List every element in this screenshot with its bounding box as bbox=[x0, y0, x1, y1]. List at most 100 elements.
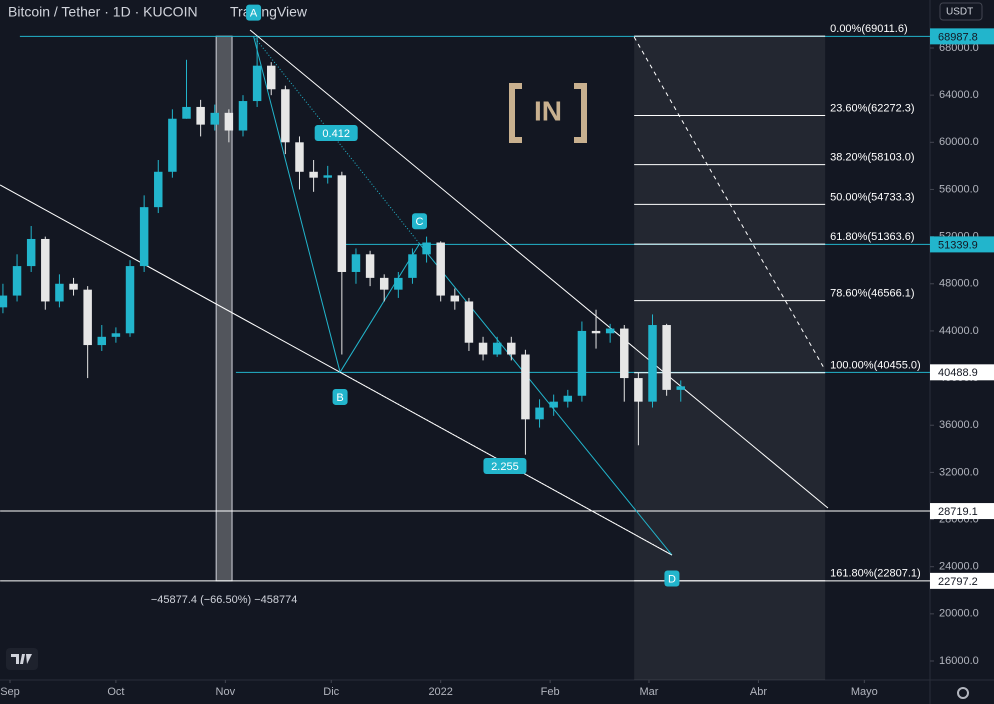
y-tick-label: 36000.0 bbox=[939, 419, 979, 431]
pattern-badge bbox=[483, 458, 527, 475]
x-tick-label: Sep bbox=[0, 686, 20, 698]
candle bbox=[337, 171, 347, 355]
candle bbox=[365, 250, 375, 287]
candle bbox=[139, 195, 149, 272]
price-badge-label: 22797.2 bbox=[938, 576, 978, 588]
candle-body bbox=[379, 277, 389, 290]
candle-body bbox=[26, 238, 36, 267]
logo-watermark: IN bbox=[509, 83, 587, 143]
candle bbox=[238, 95, 248, 137]
candle bbox=[605, 323, 615, 343]
candle bbox=[196, 99, 205, 137]
candle-body bbox=[323, 175, 332, 178]
price-badge bbox=[930, 364, 994, 381]
candle-body bbox=[535, 407, 544, 420]
candle bbox=[620, 325, 629, 402]
candle bbox=[535, 399, 544, 428]
currency-button[interactable]: USDT bbox=[939, 2, 983, 21]
settings-icon[interactable] bbox=[957, 687, 969, 699]
candle-body bbox=[309, 171, 318, 178]
fib-label: 38.20%(58103.0) bbox=[830, 152, 914, 164]
candle bbox=[634, 372, 643, 446]
candle-body bbox=[139, 207, 149, 267]
price-badge-label: 40488.9 bbox=[938, 367, 978, 379]
candle-body bbox=[408, 254, 417, 278]
candle-body bbox=[238, 101, 248, 131]
pattern-badge bbox=[314, 124, 358, 141]
candle-body bbox=[521, 354, 530, 420]
candle-body bbox=[97, 336, 107, 346]
price-badge bbox=[930, 572, 994, 589]
candle bbox=[648, 314, 657, 408]
pattern-badge bbox=[664, 570, 680, 587]
measure-label: −45877.4 (−66.50%) −458774 bbox=[151, 594, 298, 606]
candle bbox=[309, 159, 318, 192]
candle-body bbox=[252, 65, 262, 102]
candle bbox=[563, 389, 573, 408]
candle-body bbox=[168, 118, 177, 172]
y-tick-label: 44000.0 bbox=[939, 325, 979, 337]
candle-body bbox=[605, 328, 615, 334]
brand: TradingView bbox=[230, 4, 308, 20]
candle bbox=[41, 236, 50, 310]
candle bbox=[182, 59, 191, 119]
candle bbox=[379, 274, 389, 302]
price-badge bbox=[930, 503, 994, 520]
price-badge bbox=[930, 28, 994, 45]
candle bbox=[394, 271, 403, 298]
tv-logo[interactable] bbox=[6, 648, 38, 670]
candle bbox=[0, 283, 8, 314]
currency-label[interactable]: USDT bbox=[946, 7, 973, 18]
drawing-line bbox=[249, 29, 829, 509]
pattern-label: 2.255 bbox=[491, 461, 519, 473]
x-tick-label: 2022 bbox=[428, 686, 452, 698]
candle bbox=[492, 336, 502, 357]
candle-body bbox=[210, 112, 219, 125]
pattern-label: D bbox=[668, 573, 676, 585]
watermark-text: IN bbox=[534, 95, 562, 126]
y-tick-label: 64000.0 bbox=[939, 89, 979, 101]
candle-body bbox=[182, 106, 191, 119]
candle-body bbox=[125, 266, 135, 334]
candle bbox=[125, 260, 135, 337]
x-tick-label: Nov bbox=[216, 686, 236, 698]
pattern-label: C bbox=[416, 216, 424, 228]
fib-label: 50.00%(54733.3) bbox=[830, 191, 914, 203]
pattern-badge bbox=[246, 4, 262, 21]
pattern-label: B bbox=[336, 392, 343, 404]
candle bbox=[111, 327, 121, 343]
fib-label: 161.80%(22807.1) bbox=[830, 568, 921, 580]
candle-body bbox=[337, 175, 347, 272]
candle-body bbox=[267, 65, 276, 90]
candle-body bbox=[676, 386, 685, 390]
y-tick-label: 16000.0 bbox=[939, 655, 979, 667]
fib-label: 78.60%(46566.1) bbox=[830, 288, 914, 300]
candle-body bbox=[662, 325, 671, 390]
candle-body bbox=[549, 401, 558, 408]
candle bbox=[154, 159, 163, 214]
candle bbox=[436, 241, 445, 302]
x-tick-label: Feb bbox=[541, 686, 560, 698]
candle-body bbox=[351, 254, 361, 272]
candle bbox=[521, 349, 530, 455]
candle-body bbox=[422, 242, 431, 255]
x-tick-label: Mar bbox=[640, 686, 659, 698]
candle-body bbox=[577, 330, 587, 396]
candle bbox=[408, 248, 417, 284]
pattern-badge bbox=[332, 388, 348, 405]
candle-body bbox=[224, 112, 234, 131]
candle-body bbox=[492, 342, 502, 355]
candle-body bbox=[507, 342, 516, 355]
candle-body bbox=[620, 328, 629, 379]
candle bbox=[55, 274, 64, 308]
x-tick-label: Abr bbox=[750, 686, 767, 698]
y-tick-label: 56000.0 bbox=[939, 183, 979, 195]
fib-label: 23.60%(62272.3) bbox=[830, 102, 914, 114]
candle-body bbox=[648, 325, 657, 402]
candle bbox=[281, 85, 290, 155]
candle bbox=[26, 226, 36, 272]
fib-label: 100.00%(40455.0) bbox=[830, 360, 921, 372]
candle-body bbox=[83, 289, 92, 346]
candle-body bbox=[281, 89, 290, 143]
